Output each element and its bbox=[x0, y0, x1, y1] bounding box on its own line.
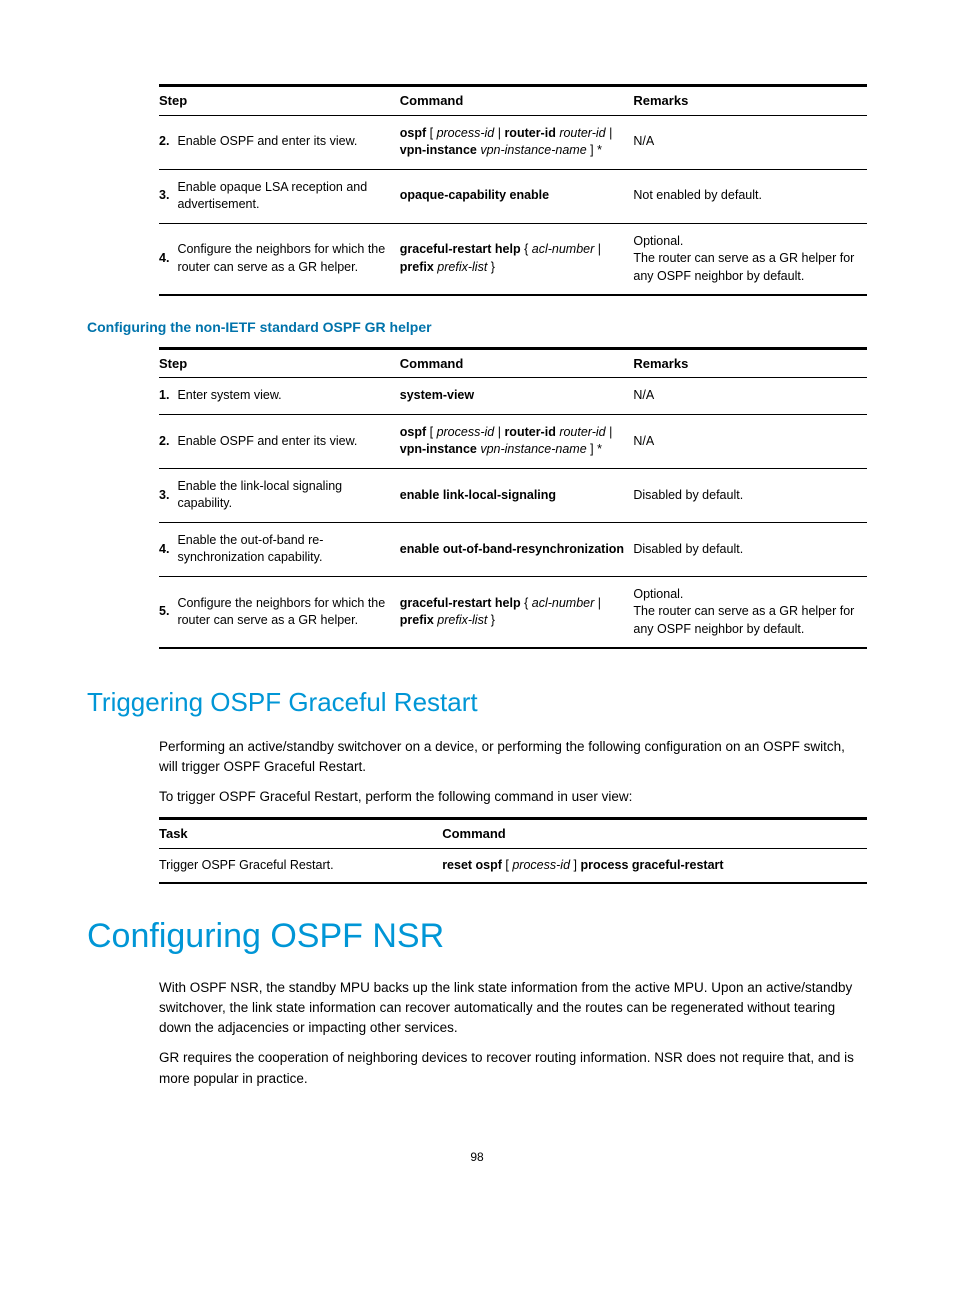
table-row: 2. Enable OSPF and enter its view. ospf … bbox=[159, 414, 867, 468]
para-nsr-intro: With OSPF NSR, the standby MPU backs up … bbox=[159, 978, 867, 1039]
col-step: Step bbox=[159, 86, 400, 116]
table-row: 5. Configure the neighbors for which the… bbox=[159, 576, 867, 648]
table-row: Trigger OSPF Graceful Restart. reset osp… bbox=[159, 848, 867, 882]
col-command: Command bbox=[400, 86, 634, 116]
step-cmd: ospf [ process-id | router-id router-id … bbox=[400, 115, 634, 169]
step-cmd: system-view bbox=[400, 378, 634, 415]
step-remarks: Optional.The router can serve as a GR he… bbox=[633, 576, 867, 648]
para-switchover: Performing an active/standby switchover … bbox=[159, 737, 867, 778]
step-remarks: Disabled by default. bbox=[633, 468, 867, 522]
task-cmd: reset ospf [ process-id ] process gracef… bbox=[442, 848, 867, 882]
heading-ospf-nsr: Configuring OSPF NSR bbox=[87, 914, 867, 960]
table-row: 2. Enable OSPF and enter its view. ospf … bbox=[159, 115, 867, 169]
para-nsr-gr: GR requires the cooperation of neighbori… bbox=[159, 1048, 867, 1089]
step-num: 2. bbox=[159, 414, 177, 468]
heading-triggering: Triggering OSPF Graceful Restart bbox=[87, 685, 867, 720]
step-text: Enable opaque LSA reception and advertis… bbox=[177, 169, 399, 223]
table-non-ietf-gr-helper: Step Command Remarks 1. Enter system vie… bbox=[159, 347, 867, 650]
step-text: Configure the neighbors for which the ro… bbox=[177, 223, 399, 295]
step-num: 4. bbox=[159, 223, 177, 295]
step-text: Enable the out-of-band re-synchronizatio… bbox=[177, 522, 399, 576]
table-row: 4. Configure the neighbors for which the… bbox=[159, 223, 867, 295]
step-num: 4. bbox=[159, 522, 177, 576]
table-trigger: Task Command Trigger OSPF Graceful Resta… bbox=[159, 817, 867, 883]
step-remarks: N/A bbox=[633, 378, 867, 415]
step-cmd: ospf [ process-id | router-id router-id … bbox=[400, 414, 634, 468]
table-header-row: Step Command Remarks bbox=[159, 86, 867, 116]
table-row: 4. Enable the out-of-band re-synchroniza… bbox=[159, 522, 867, 576]
col-step: Step bbox=[159, 348, 400, 378]
para-trigger-cmd: To trigger OSPF Graceful Restart, perfor… bbox=[159, 787, 867, 807]
step-text: Enable the link-local signaling capabili… bbox=[177, 468, 399, 522]
col-task: Task bbox=[159, 819, 442, 849]
step-text: Enable OSPF and enter its view. bbox=[177, 115, 399, 169]
table-row: 1. Enter system view. system-view N/A bbox=[159, 378, 867, 415]
step-text: Enable OSPF and enter its view. bbox=[177, 414, 399, 468]
step-remarks: Disabled by default. bbox=[633, 522, 867, 576]
step-num: 3. bbox=[159, 468, 177, 522]
step-num: 5. bbox=[159, 576, 177, 648]
step-text: Configure the neighbors for which the ro… bbox=[177, 576, 399, 648]
task-text: Trigger OSPF Graceful Restart. bbox=[159, 848, 442, 882]
subheading-non-ietf: Configuring the non-IETF standard OSPF G… bbox=[87, 318, 867, 337]
step-num: 2. bbox=[159, 115, 177, 169]
step-cmd: graceful-restart help { acl-number | pre… bbox=[400, 223, 634, 295]
step-cmd: enable out-of-band-resynchronization bbox=[400, 522, 634, 576]
table-header-row: Step Command Remarks bbox=[159, 348, 867, 378]
step-remarks: N/A bbox=[633, 414, 867, 468]
table-row: 3. Enable the link-local signaling capab… bbox=[159, 468, 867, 522]
col-remarks: Remarks bbox=[633, 86, 867, 116]
col-remarks: Remarks bbox=[633, 348, 867, 378]
step-remarks: Not enabled by default. bbox=[633, 169, 867, 223]
page-number: 98 bbox=[87, 1149, 867, 1165]
step-remarks: Optional.The router can serve as a GR he… bbox=[633, 223, 867, 295]
col-command: Command bbox=[400, 348, 634, 378]
step-text: Enter system view. bbox=[177, 378, 399, 415]
step-num: 3. bbox=[159, 169, 177, 223]
table-ietf-gr-helper: Step Command Remarks 2. Enable OSPF and … bbox=[159, 84, 867, 296]
step-cmd: opaque-capability enable bbox=[400, 169, 634, 223]
table-row: 3. Enable opaque LSA reception and adver… bbox=[159, 169, 867, 223]
step-cmd: enable link-local-signaling bbox=[400, 468, 634, 522]
table-header-row: Task Command bbox=[159, 819, 867, 849]
step-remarks: N/A bbox=[633, 115, 867, 169]
step-cmd: graceful-restart help { acl-number | pre… bbox=[400, 576, 634, 648]
col-command: Command bbox=[442, 819, 867, 849]
step-num: 1. bbox=[159, 378, 177, 415]
